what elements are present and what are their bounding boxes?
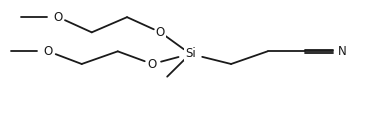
Text: N: N xyxy=(338,45,347,58)
Text: O: O xyxy=(44,45,53,58)
Text: Si: Si xyxy=(185,47,195,60)
Text: O: O xyxy=(54,11,63,24)
Text: O: O xyxy=(156,26,165,39)
Text: O: O xyxy=(148,57,157,71)
